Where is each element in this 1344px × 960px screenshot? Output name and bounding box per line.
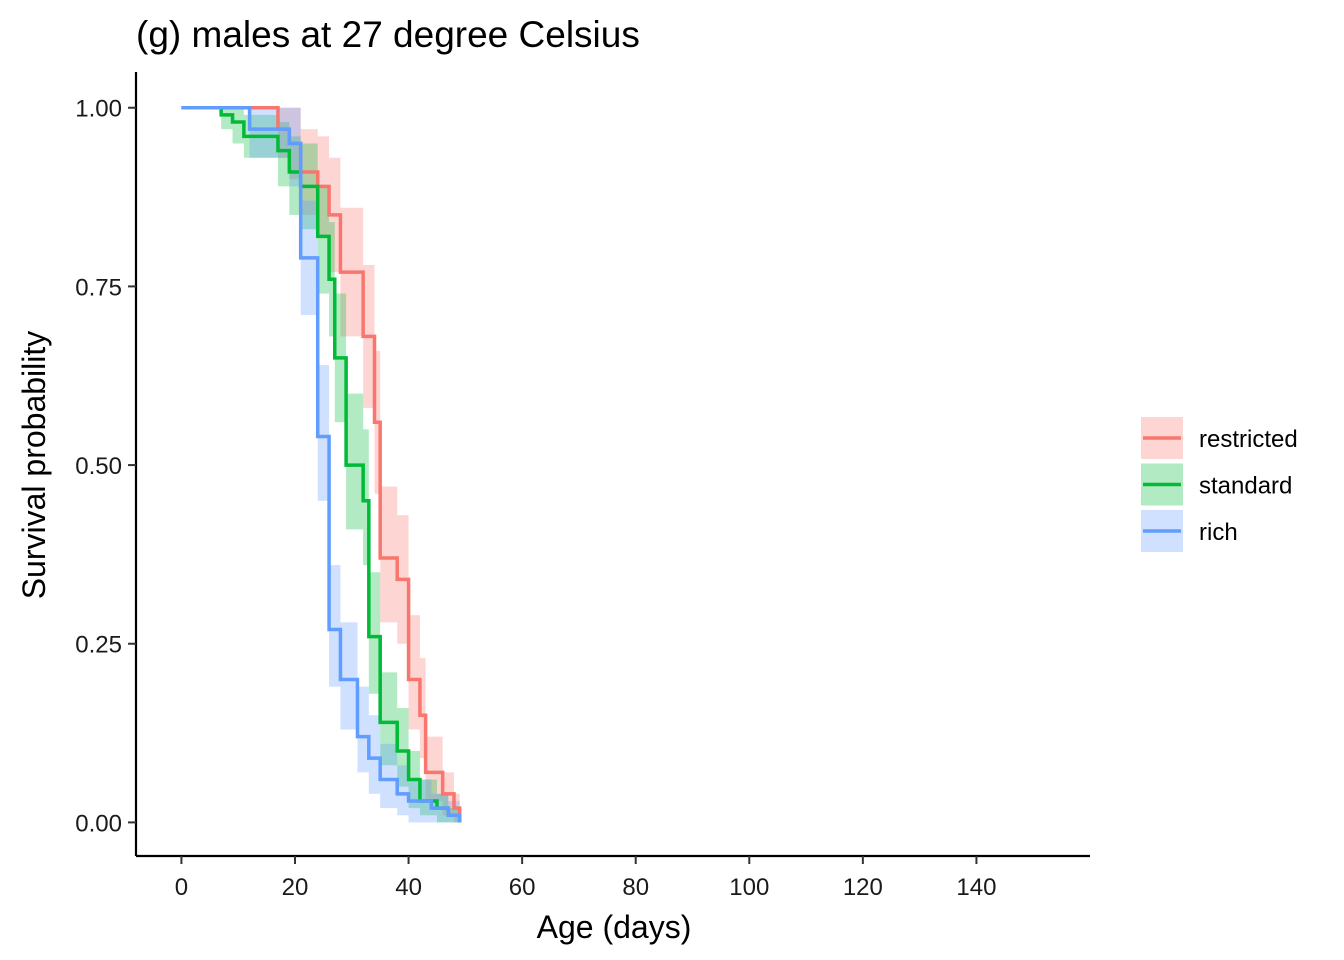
x-tick-label: 40 — [395, 874, 422, 901]
y-tick-label: 1.00 — [75, 96, 122, 123]
band-restricted-11 — [380, 486, 398, 623]
x-tick-label: 0 — [175, 874, 188, 901]
band-standard-4 — [277, 122, 290, 187]
y-tick-label: 0.75 — [75, 274, 122, 301]
band-standard-7 — [317, 186, 330, 294]
x-tick-label: 60 — [509, 874, 536, 901]
band-restricted-15 — [425, 736, 443, 801]
x-tick-label: 20 — [282, 874, 309, 901]
band-standard-13 — [380, 672, 398, 766]
band-restricted-13 — [408, 615, 420, 730]
band-standard-11 — [363, 429, 369, 566]
band-standard-10 — [346, 393, 364, 530]
band-rich-3 — [289, 107, 301, 187]
legend-item-rich: rich — [1141, 510, 1238, 552]
curve-rich — [181, 105, 462, 823]
band-restricted-2 — [277, 107, 290, 158]
y-tick-label: 0.00 — [75, 810, 122, 837]
band-restricted-14 — [419, 658, 426, 759]
legend-label-rich: rich — [1199, 519, 1238, 546]
x-tick-label: 120 — [843, 874, 883, 901]
band-standard-2 — [232, 107, 244, 144]
y-axis-title: Survival probability — [16, 331, 52, 600]
chart-title: (g) males at 27 degree Celsius — [136, 14, 640, 55]
band-rich-11 — [397, 765, 409, 816]
band-rich-10 — [380, 743, 398, 809]
x-axis-title: Age (days) — [537, 909, 692, 945]
x-axis-ticks: 0 20 40 60 80 100 120 140 — [175, 856, 996, 901]
legend-label-restricted: restricted — [1199, 426, 1298, 453]
band-rich-1 — [249, 107, 278, 158]
band-rich-14 — [448, 800, 460, 823]
x-tick-label: 140 — [956, 874, 996, 901]
y-tick-label: 0.25 — [75, 632, 122, 659]
legend-label-standard: standard — [1199, 473, 1292, 500]
x-tick-label: 80 — [622, 874, 649, 901]
band-standard-12 — [368, 572, 381, 694]
survival-curves — [181, 105, 462, 823]
band-rich-2 — [277, 107, 290, 158]
band-rich-6 — [329, 565, 341, 687]
y-tick-label: 0.50 — [75, 453, 122, 480]
legend-item-restricted: restricted — [1141, 417, 1298, 459]
band-rich-5 — [317, 365, 330, 501]
band-rich-7 — [340, 622, 358, 730]
legend: restricted standard rich — [1141, 417, 1298, 552]
curve-standard — [181, 105, 462, 823]
legend-item-standard: standard — [1141, 463, 1292, 506]
band-rich-8 — [357, 686, 369, 773]
band-standard-5 — [289, 136, 301, 215]
band-rich-9 — [368, 715, 381, 794]
band-standard-14 — [397, 708, 409, 787]
x-tick-label: 100 — [729, 874, 769, 901]
band-standard-1 — [221, 107, 233, 130]
y-axis-ticks: 0.00 0.25 0.50 0.75 1.00 — [75, 96, 136, 837]
